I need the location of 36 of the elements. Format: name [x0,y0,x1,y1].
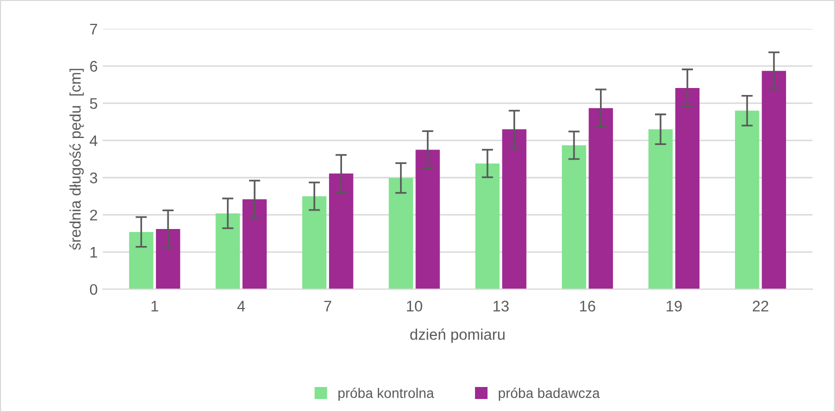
bar [648,129,673,290]
legend-label: próba kontrolna [338,388,434,401]
y-tick-label: 4 [90,135,98,146]
x-tick-label: 16 [580,300,596,312]
bar [562,145,586,290]
y-tick-label: 5 [90,98,98,109]
bar [302,196,326,290]
bar [734,110,760,290]
x-tick-label: 7 [324,300,332,312]
bar [502,129,526,290]
x-tick-label: 1 [152,300,158,312]
bar [216,213,240,290]
bar [388,178,414,290]
y-tick-label: 6 [90,60,98,72]
bar [675,88,700,290]
y-axis-title: średnia długość pędu [cm] [69,68,84,250]
x-tick-label: 13 [494,300,509,312]
bar [242,199,267,290]
y-tick-label: 2 [90,210,98,220]
y-tick-label: 0 [90,284,98,295]
y-tick-label: 3 [90,172,98,184]
y-tick-label: 7 [90,24,98,34]
x-axis-title: dzień pomiaru [410,328,505,343]
bar [416,150,440,290]
bar [762,70,786,290]
legend-label: próba badawcza [498,388,600,401]
x-tick-label: 19 [666,300,682,312]
x-tick-label: 10 [406,300,422,312]
bar [156,228,180,290]
bar [329,174,354,290]
bar [475,163,500,290]
x-tick-label: 22 [752,300,768,312]
bar [588,108,613,290]
bar [129,232,154,290]
x-tick-label: 4 [237,300,245,312]
y-tick-label: 1 [90,247,98,258]
